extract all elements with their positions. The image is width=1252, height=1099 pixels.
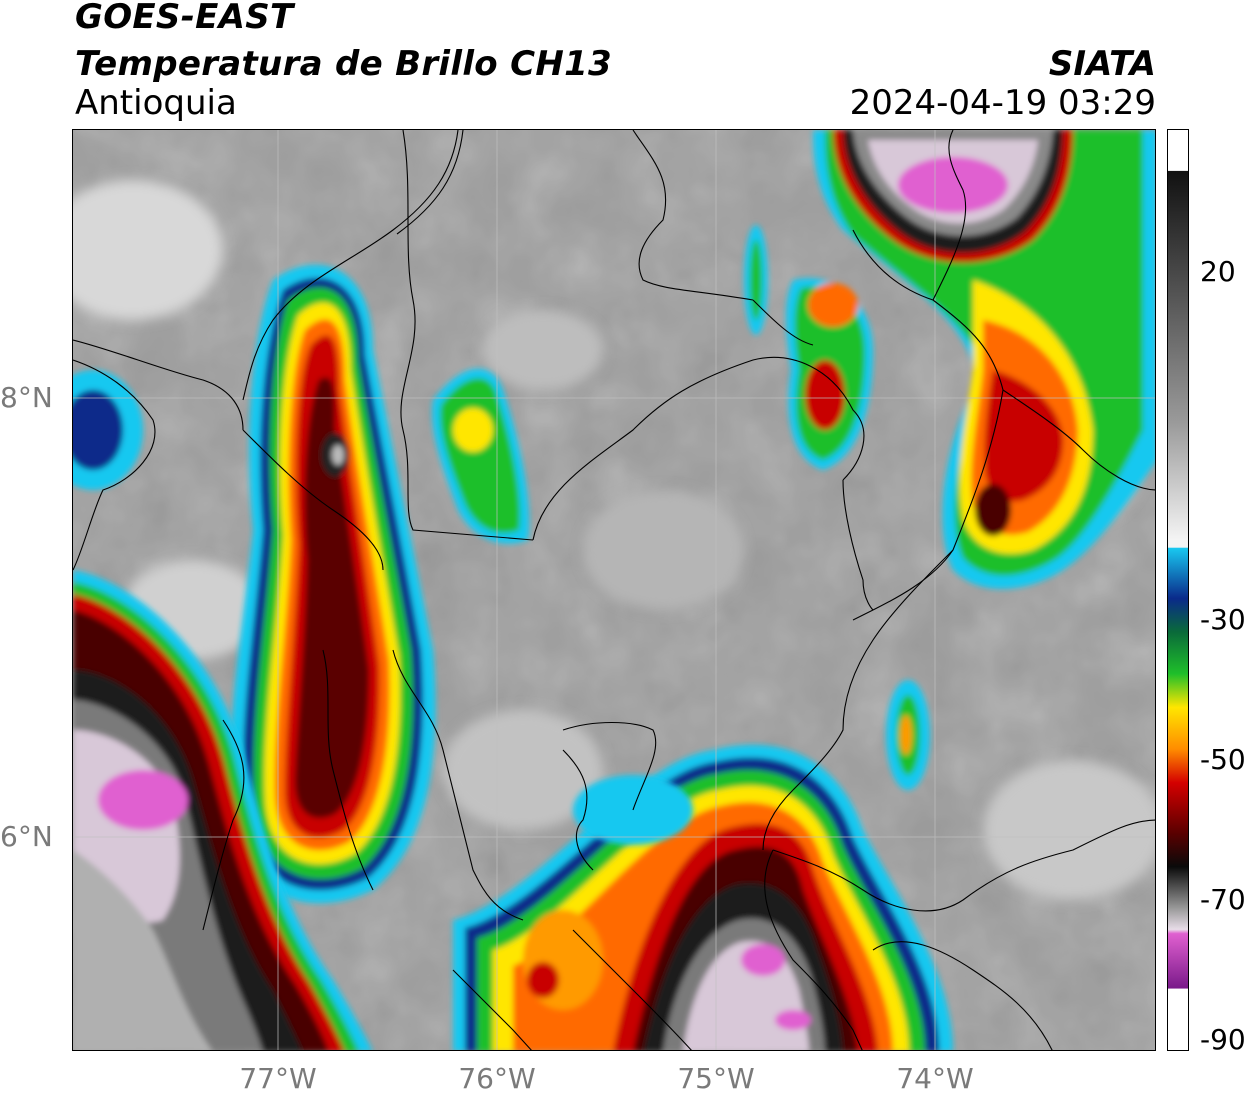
administrative-borders — [73, 130, 1155, 1050]
convective-cell-west-band — [230, 264, 436, 904]
convective-cell-central-north — [73, 225, 930, 845]
lat-label-6n: 6°N — [0, 820, 53, 853]
map-canvas — [73, 130, 1155, 1050]
colorbar-tick-minus90: -90 — [1200, 1023, 1246, 1056]
colorbar-tick-minus50: -50 — [1200, 743, 1246, 776]
colorbar-tick-minus70: -70 — [1200, 883, 1246, 916]
organization-label: SIATA — [1048, 44, 1156, 84]
satellite-map — [72, 129, 1156, 1051]
convective-cell-southwest — [73, 570, 373, 1050]
colorbar-tick-minus30: -30 — [1200, 603, 1246, 636]
colorbar-tick-20: 20 — [1200, 255, 1236, 288]
lon-label-75w: 75°W — [677, 1062, 755, 1095]
temperature-colorbar — [1167, 129, 1189, 1051]
lon-label-77w: 77°W — [239, 1062, 317, 1095]
region-subtitle: Antioquia — [75, 83, 237, 123]
colorbar-gradient — [1168, 170, 1188, 1010]
product-title: Temperatura de Brillo CH13 — [75, 44, 613, 84]
lat-lon-grid — [73, 130, 1155, 1050]
datetime-label: 2024-04-19 03:29 — [849, 83, 1156, 123]
satellite-title: GOES-EAST — [75, 0, 294, 37]
lat-label-8n: 8°N — [0, 381, 53, 414]
lon-label-74w: 74°W — [896, 1062, 974, 1095]
lon-label-76w: 76°W — [458, 1062, 536, 1095]
